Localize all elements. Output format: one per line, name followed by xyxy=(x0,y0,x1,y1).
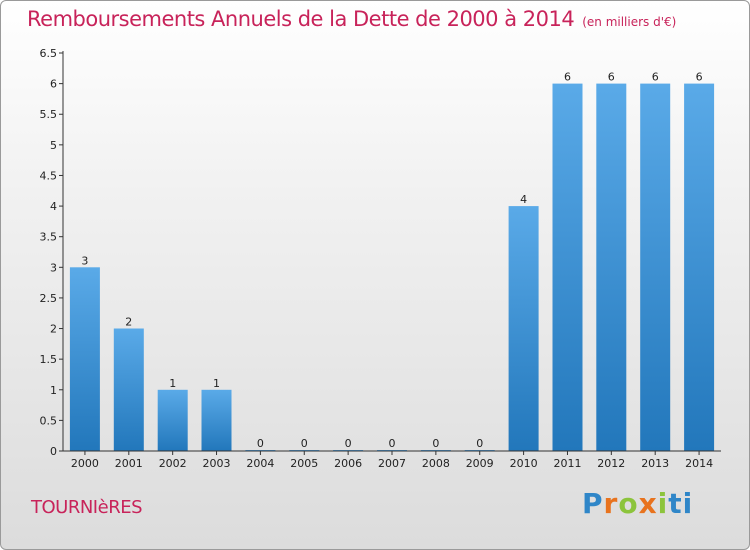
unit-text: (en milliers d'€) xyxy=(582,15,677,29)
bar-2010 xyxy=(508,206,539,451)
bar-2000 xyxy=(69,267,100,451)
bar-2001 xyxy=(113,328,144,451)
x-tick-label-2010: 2010 xyxy=(510,457,538,470)
y-tick-label: 5.5 xyxy=(40,108,58,121)
x-tick-label-2008: 2008 xyxy=(422,457,450,470)
y-tick-label: 6 xyxy=(50,78,57,91)
labels-group: 3200022001120021200302004020050200602007… xyxy=(40,47,714,470)
bar-2011 xyxy=(552,83,583,451)
y-tick-label: 4.5 xyxy=(40,169,58,182)
brand-letter: i xyxy=(682,487,694,520)
x-tick-label-2000: 2000 xyxy=(71,457,99,470)
x-tick-label-2013: 2013 xyxy=(641,457,669,470)
value-label-2013: 6 xyxy=(652,71,659,84)
x-tick-label-2002: 2002 xyxy=(159,457,187,470)
x-tick-label-2012: 2012 xyxy=(597,457,625,470)
brand-letter: r xyxy=(603,487,619,520)
value-label-2004: 0 xyxy=(257,437,264,450)
x-tick-label-2011: 2011 xyxy=(554,457,582,470)
x-tick-label-2009: 2009 xyxy=(466,457,494,470)
y-tick-label: 5 xyxy=(50,139,57,152)
value-label-2001: 2 xyxy=(125,316,132,329)
bars-group xyxy=(69,83,715,451)
x-tick-label-2003: 2003 xyxy=(203,457,231,470)
brand-logo: Proxiti xyxy=(582,487,693,520)
x-tick-label-2005: 2005 xyxy=(290,457,318,470)
value-label-2007: 0 xyxy=(389,437,396,450)
y-tick-label: 2.5 xyxy=(40,292,58,305)
bar-2012 xyxy=(596,83,627,451)
y-tick-label: 6.5 xyxy=(40,47,58,60)
value-label-2000: 3 xyxy=(81,254,88,267)
x-tick-label-2014: 2014 xyxy=(685,457,713,470)
value-label-2010: 4 xyxy=(520,193,527,206)
brand-letter: i xyxy=(657,487,669,520)
y-tick-label: 0.5 xyxy=(40,414,58,427)
bar-2014 xyxy=(684,83,715,451)
value-label-2009: 0 xyxy=(476,437,483,450)
x-tick-label-2004: 2004 xyxy=(246,457,274,470)
bar-2002 xyxy=(157,389,188,451)
brand-letter: x xyxy=(638,487,658,520)
brand-letter: t xyxy=(668,487,683,520)
axes-group xyxy=(59,51,721,455)
place-name: TOURNIèRES xyxy=(31,497,143,518)
value-label-2006: 0 xyxy=(345,437,352,450)
y-tick-label: 4 xyxy=(50,200,57,213)
x-tick-label-2006: 2006 xyxy=(334,457,362,470)
y-tick-label: 0 xyxy=(50,445,57,458)
bar-2013 xyxy=(640,83,671,451)
y-tick-label: 1.5 xyxy=(40,353,58,366)
value-label-2002: 1 xyxy=(169,377,176,390)
x-tick-label-2007: 2007 xyxy=(378,457,406,470)
x-tick-label-2001: 2001 xyxy=(115,457,143,470)
value-label-2012: 6 xyxy=(608,71,615,84)
y-tick-label: 2 xyxy=(50,323,57,336)
y-tick-label: 3 xyxy=(50,261,57,274)
value-label-2014: 6 xyxy=(696,71,703,84)
brand-letter: o xyxy=(618,487,639,520)
value-label-2005: 0 xyxy=(301,437,308,450)
value-label-2011: 6 xyxy=(564,71,571,84)
value-label-2003: 1 xyxy=(213,377,220,390)
brand-letter: P xyxy=(582,487,604,520)
title-text: Remboursements Annuels de la Dette de 20… xyxy=(27,7,575,31)
value-label-2008: 0 xyxy=(432,437,439,450)
bar-2003 xyxy=(201,389,232,451)
y-tick-label: 3.5 xyxy=(40,231,58,244)
chart-title: Remboursements Annuels de la Dette de 20… xyxy=(27,7,676,31)
y-tick-label: 1 xyxy=(50,384,57,397)
